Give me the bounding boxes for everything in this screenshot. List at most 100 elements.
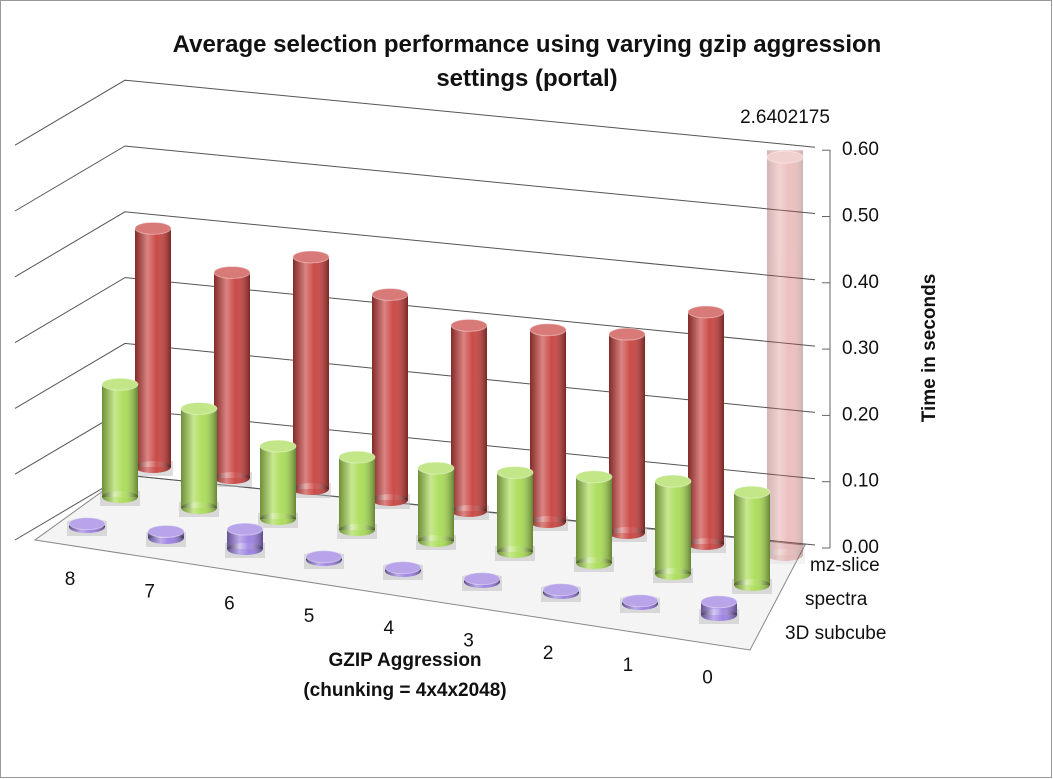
cylinder-top bbox=[68, 517, 106, 531]
floor bbox=[33, 474, 806, 651]
cylinder-top-light bbox=[148, 525, 184, 538]
cylinder-body-shade bbox=[734, 492, 770, 585]
x-tick-label: 1 bbox=[623, 655, 634, 676]
cylinder-top-light bbox=[102, 378, 138, 391]
series-label: spectra bbox=[805, 589, 868, 610]
cylinder-top-light bbox=[214, 266, 250, 279]
cylinder-body-shade bbox=[767, 150, 803, 555]
cylinder-body-shade bbox=[688, 311, 724, 544]
cylinder-top bbox=[496, 465, 534, 479]
cylinder bbox=[337, 450, 377, 539]
cylinder bbox=[620, 594, 660, 613]
cylinder-top-light bbox=[181, 402, 217, 415]
cylinder bbox=[686, 305, 726, 553]
cylinder-top bbox=[529, 323, 567, 337]
cylinder-top bbox=[687, 305, 725, 319]
y-axis-title: Time in seconds bbox=[919, 274, 940, 423]
cylinder bbox=[304, 550, 344, 569]
cylinder-top bbox=[384, 561, 422, 575]
cylinder-body-shade bbox=[372, 294, 408, 500]
cylinder-top bbox=[226, 522, 264, 536]
cylinder-body-shade bbox=[339, 457, 375, 530]
x-tick-label: 3 bbox=[463, 631, 474, 652]
series-label: 3D subcube bbox=[785, 623, 886, 644]
grid-line bbox=[14, 145, 816, 214]
x-tick-label: 0 bbox=[702, 667, 713, 688]
cylinder-top bbox=[463, 572, 501, 586]
cylinder bbox=[607, 327, 647, 542]
cylinder-top bbox=[101, 377, 139, 391]
x-axis-title: GZIP Aggression (chunking = 4x4x2048) bbox=[303, 650, 507, 701]
cylinder-top-light bbox=[306, 550, 342, 563]
cylinder bbox=[212, 265, 252, 487]
cylinder-body-shade bbox=[497, 472, 533, 552]
cylinder-top bbox=[180, 402, 218, 416]
cylinder-top-light bbox=[701, 595, 737, 608]
cylinder-top-light bbox=[339, 451, 375, 464]
cylinder-body-shade bbox=[418, 468, 454, 541]
y-tick-label: 0.30 bbox=[842, 338, 879, 359]
y-tick-label: 0.00 bbox=[842, 537, 879, 558]
cylinder-top bbox=[654, 474, 692, 488]
cylinder-top bbox=[700, 595, 738, 609]
x-tick-label: 5 bbox=[304, 606, 315, 627]
cylinder-top bbox=[542, 583, 580, 597]
cylinder-top bbox=[147, 524, 185, 538]
cylinder-top-light bbox=[135, 222, 171, 235]
cylinder-top-light bbox=[418, 462, 454, 475]
grid-line bbox=[14, 342, 816, 413]
cylinder bbox=[383, 561, 423, 580]
cylinder-top-light bbox=[622, 594, 658, 607]
cylinder-body-shade bbox=[609, 334, 645, 533]
y-tick-label: 0.60 bbox=[842, 139, 879, 160]
cylinder bbox=[449, 318, 489, 520]
grid-line bbox=[14, 277, 816, 347]
cylinder-body-shade bbox=[451, 325, 487, 511]
cylinder-top-light bbox=[543, 583, 579, 596]
grid-line bbox=[14, 79, 816, 148]
cylinder-top bbox=[417, 461, 455, 475]
cylinder bbox=[495, 465, 535, 561]
cylinder-body-shade bbox=[530, 329, 566, 522]
y-tick-label: 0.20 bbox=[842, 404, 879, 425]
cylinder-top bbox=[259, 439, 297, 453]
cylinder-top-light bbox=[385, 561, 421, 574]
cylinder-top bbox=[134, 221, 172, 235]
cylinder-top-light bbox=[372, 288, 408, 301]
cylinder-top-light bbox=[609, 328, 645, 341]
cylinder-top bbox=[371, 287, 409, 301]
cylinder bbox=[100, 377, 140, 506]
cylinder-top bbox=[450, 318, 488, 332]
cylinder-top bbox=[292, 250, 330, 264]
cylinder bbox=[416, 461, 456, 550]
cylinder-body-shade bbox=[655, 481, 691, 574]
cylinder bbox=[653, 474, 693, 583]
cylinder-body-shade bbox=[293, 256, 329, 489]
cylinder-body-shade bbox=[135, 228, 171, 467]
cylinder-body-shade bbox=[181, 408, 217, 508]
cylinder bbox=[146, 524, 186, 547]
cylinder bbox=[541, 583, 581, 602]
cylinder-body-shade bbox=[102, 384, 138, 497]
x-tick-label: 7 bbox=[144, 581, 155, 602]
cylinder-top-light bbox=[576, 470, 612, 483]
cylinder-top-light bbox=[767, 151, 803, 164]
cylinder-top-light bbox=[530, 323, 566, 336]
y-tick-label: 0.50 bbox=[842, 206, 879, 227]
cylinder-body-shade bbox=[576, 476, 612, 563]
x-tick-label: 2 bbox=[543, 643, 554, 664]
cylinder bbox=[179, 402, 219, 517]
cylinder bbox=[574, 470, 614, 572]
cylinder-top-light bbox=[451, 319, 487, 332]
cylinder-top bbox=[766, 150, 804, 164]
grid-line bbox=[14, 211, 816, 281]
cylinder-top-light bbox=[655, 475, 691, 488]
series-label: mz-slice bbox=[810, 555, 880, 576]
cylinder-top bbox=[733, 485, 771, 499]
cylinder-top-light bbox=[69, 517, 105, 530]
cylinder-top-light bbox=[688, 305, 724, 318]
cylinder bbox=[225, 522, 265, 558]
